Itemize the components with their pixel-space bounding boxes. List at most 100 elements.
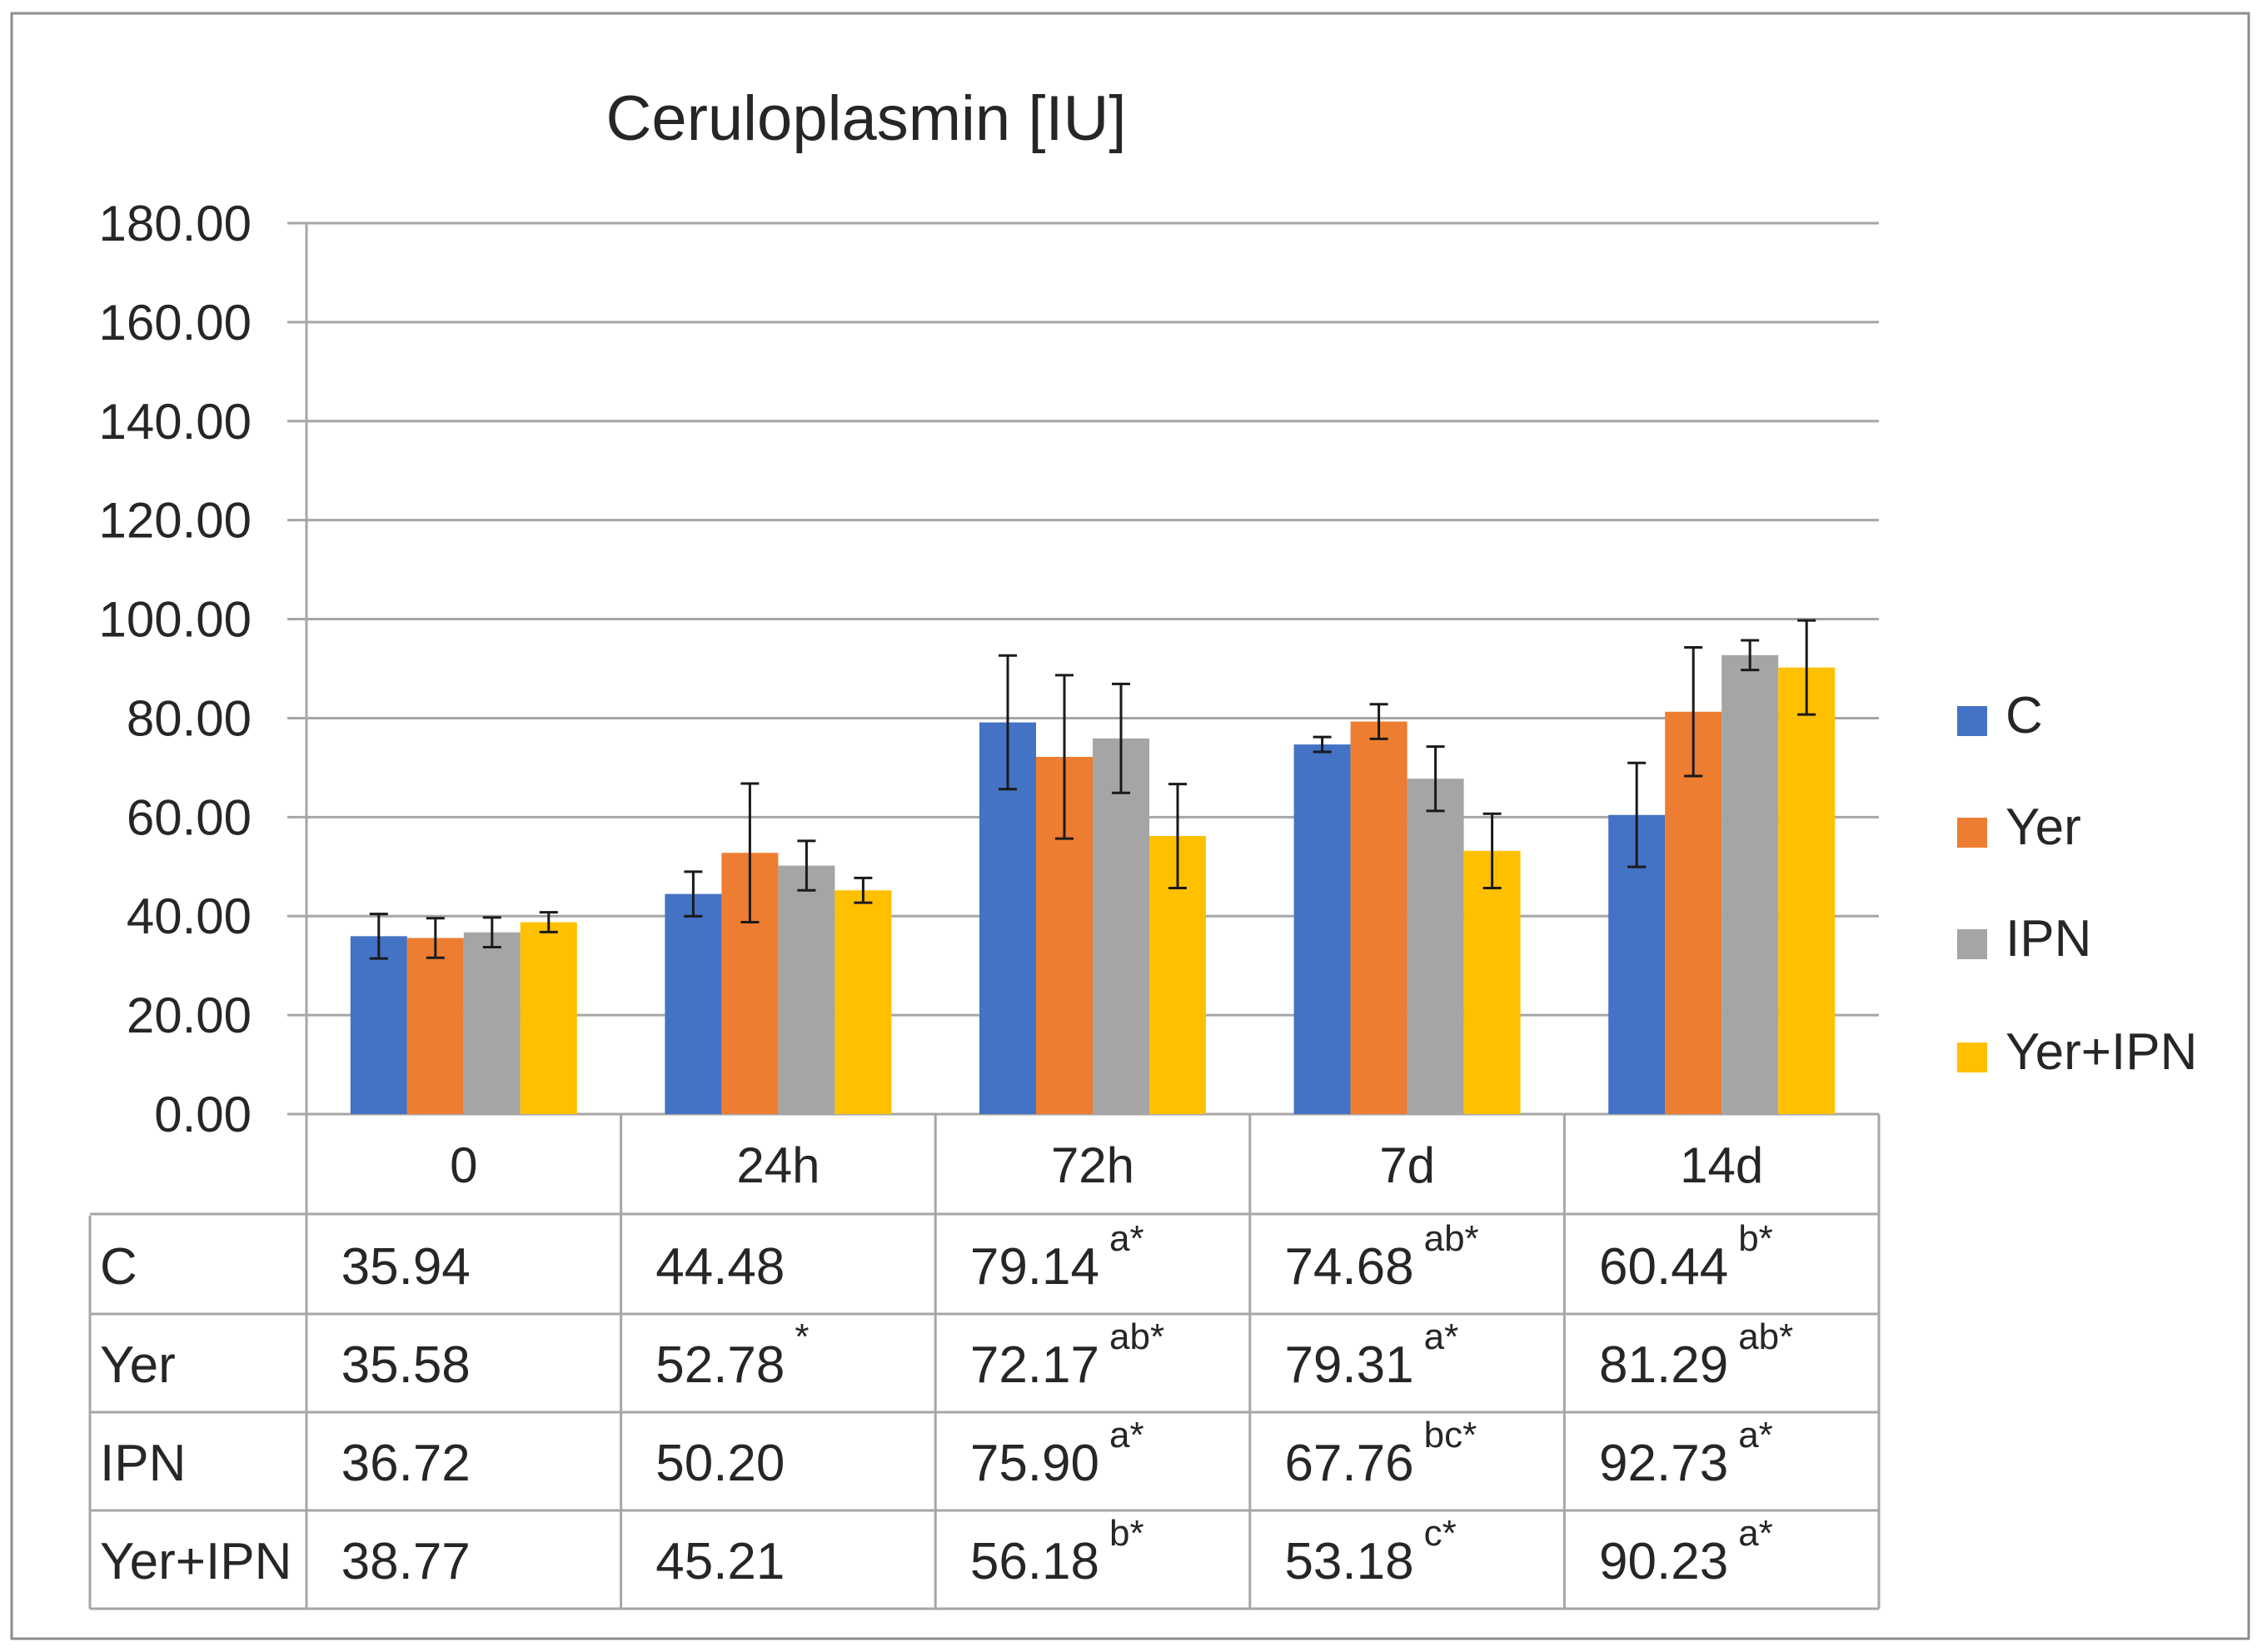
table-cell-value: 36.72: [341, 1435, 471, 1492]
table-cell-value: 75.90: [970, 1435, 1099, 1492]
table-cell-value: 50.20: [655, 1435, 785, 1492]
error-bar: [1684, 645, 1703, 778]
bars: [350, 619, 1836, 1114]
table-cell-value: 52.78: [655, 1336, 785, 1394]
y-tick-label: 60.00: [127, 789, 252, 845]
x-category-label: 72h: [1051, 1137, 1134, 1193]
table-cell-value: 90.23: [1599, 1533, 1728, 1590]
legend-swatch: [1957, 706, 1987, 736]
legend-item-Yer: Yer: [1957, 799, 2081, 856]
table-cell-value: 72.17: [970, 1336, 1099, 1394]
bar-Yer+IPN-14d: [1778, 667, 1836, 1114]
bar-C-0: [350, 936, 407, 1114]
error-bar: [426, 917, 445, 959]
legend-item-Yer+IPN: Yer+IPN: [1957, 1023, 2197, 1081]
table-cell-value: 35.58: [341, 1336, 471, 1394]
y-tick-label: 80.00: [127, 690, 252, 746]
bar-C-7d: [1293, 744, 1351, 1114]
bar-Yer+IPN-24h: [835, 890, 892, 1114]
bar-IPN-72h: [1093, 738, 1149, 1114]
table-cell-value: 53.18: [1284, 1533, 1413, 1590]
table-cell-superscript: a*: [1109, 1218, 1144, 1259]
bar-Yer+IPN-0: [520, 922, 577, 1114]
bar-IPN-24h: [778, 865, 835, 1114]
y-tick-label: 100.00: [98, 592, 252, 648]
table-cell-superscript: ab*: [1109, 1316, 1164, 1357]
y-tick-label: 160.00: [98, 295, 252, 351]
error-bar: [482, 916, 501, 949]
bar-C-24h: [665, 893, 722, 1114]
table-cell-value: 56.18: [970, 1533, 1099, 1590]
table-cell-superscript: b*: [1109, 1513, 1144, 1554]
bar-IPN-7d: [1407, 779, 1464, 1114]
legend: C Yer IPN Yer+IPN: [1957, 687, 2197, 1081]
y-tick-label: 140.00: [98, 394, 252, 450]
error-bar: [999, 654, 1017, 791]
error-bar: [684, 870, 703, 918]
table-cell-value: 92.73: [1599, 1435, 1728, 1492]
table-cell-superscript: a*: [1738, 1415, 1773, 1455]
legend-label: Yer: [2005, 799, 2081, 856]
bar-Yer-14d: [1665, 711, 1722, 1114]
x-category-label: 7d: [1379, 1137, 1435, 1193]
table-cell-value: 79.14: [970, 1238, 1099, 1296]
error-bar: [740, 782, 760, 923]
error-bar: [1168, 783, 1187, 889]
bar-IPN-14d: [1721, 654, 1779, 1114]
table-cell-superscript: a*: [1109, 1415, 1144, 1455]
table-cell-value: 45.21: [655, 1533, 785, 1590]
y-tick-label: 40.00: [127, 888, 252, 944]
legend-swatch: [1957, 818, 1987, 848]
legend-swatch: [1957, 929, 1987, 959]
y-tick-label: 20.00: [127, 988, 252, 1043]
table-cell-value: 60.44: [1599, 1238, 1728, 1296]
error-bar: [797, 839, 816, 892]
table-cell-value: 81.29: [1599, 1336, 1728, 1394]
table-row-header: C: [100, 1238, 137, 1296]
legend-label: IPN: [2005, 910, 2091, 968]
table-cell-value: 79.31: [1284, 1336, 1413, 1394]
chart-title: Ceruloplasmin [IU]: [605, 83, 1126, 154]
error-bar: [1627, 761, 1647, 868]
table-cell-value: 74.68: [1284, 1238, 1413, 1296]
legend-item-C: C: [1957, 687, 2043, 744]
error-bar: [854, 876, 873, 904]
x-category-label: 24h: [736, 1137, 820, 1193]
x-category-label: 0: [450, 1137, 477, 1193]
error-bar: [539, 911, 558, 933]
table-cell-superscript: *: [795, 1316, 809, 1357]
bar-Yer+IPN-7d: [1463, 850, 1521, 1114]
table-cell-superscript: c*: [1424, 1513, 1457, 1554]
table-cell-superscript: a*: [1738, 1513, 1773, 1554]
legend-label: Yer+IPN: [2005, 1023, 2197, 1081]
table-cell-value: 44.48: [655, 1238, 785, 1296]
table-cell-superscript: b*: [1738, 1218, 1773, 1259]
y-tick-label: 0.00: [154, 1087, 252, 1142]
bar-IPN-0: [463, 932, 521, 1114]
table-row-header: Yer+IPN: [100, 1533, 291, 1590]
table-cell-value: 35.94: [341, 1238, 471, 1296]
error-bar: [1369, 703, 1388, 740]
bar-Yer-7d: [1350, 721, 1408, 1114]
legend-label: C: [2005, 687, 2043, 744]
table-cell-superscript: a*: [1424, 1316, 1459, 1357]
error-bar: [1482, 812, 1502, 889]
y-axis: 0.00 20.00 40.00 60.00 80.00 100.00 120.00 140.…: [98, 196, 308, 1142]
error-bar: [369, 913, 388, 960]
error-bar: [1055, 674, 1074, 840]
y-tick-label: 120.00: [98, 493, 252, 549]
table-row-header: IPN: [100, 1435, 186, 1492]
error-bar: [1426, 745, 1445, 813]
error-bar: [1797, 619, 1816, 716]
error-bar: [1112, 682, 1130, 794]
bar-Yer-0: [406, 938, 464, 1114]
error-bar: [1741, 639, 1760, 672]
x-category-label: 14d: [1680, 1137, 1763, 1193]
table-cell-superscript: bc*: [1424, 1415, 1477, 1455]
legend-item-IPN: IPN: [1957, 910, 2091, 968]
y-tick-label: 180.00: [98, 196, 252, 251]
error-bar: [1313, 735, 1332, 754]
legend-swatch: [1957, 1042, 1987, 1072]
